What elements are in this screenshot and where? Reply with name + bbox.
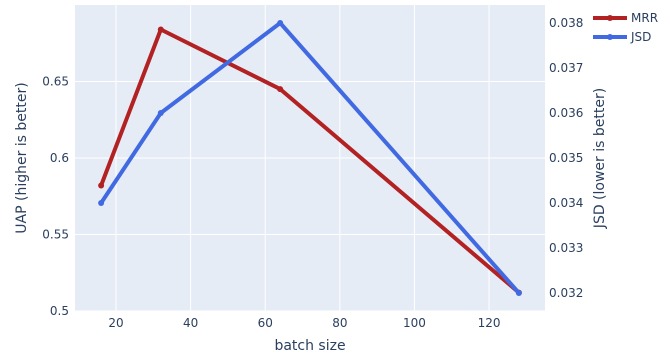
legend-label: JSD	[630, 30, 651, 44]
x-tick-label: 40	[183, 316, 198, 330]
data-point-mrr	[98, 182, 105, 189]
legend-marker	[607, 34, 613, 40]
series-line-jsd	[99, 21, 521, 295]
grid	[75, 5, 545, 312]
right-y-tick-label: 0.032	[549, 286, 583, 300]
x-tick-label: 20	[108, 316, 123, 330]
x-tick-label: 100	[403, 316, 426, 330]
left-y-axis-ticks: 0.5 0.55 0.6 0.65	[42, 75, 69, 319]
right-y-tick-label: 0.038	[549, 16, 583, 30]
left-y-tick-label: 0.5	[50, 304, 69, 318]
legend-item-jsd[interactable]: JSD	[593, 30, 651, 44]
right-y-axis-ticks: 0.032 0.033 0.034 0.035 0.036 0.037 0.038	[549, 16, 583, 300]
right-y-tick-label: 0.037	[549, 61, 583, 75]
x-tick-label: 80	[332, 316, 347, 330]
data-point-jsd	[515, 290, 522, 296]
x-axis-ticks: 20 40 60 80 100 120	[108, 316, 500, 330]
legend-item-mrr[interactable]: MRR	[593, 11, 658, 25]
left-y-tick-label: 0.6	[50, 151, 69, 165]
x-tick-label: 120	[478, 316, 501, 330]
left-y-tick-label: 0.65	[42, 75, 69, 89]
series-line-mrr	[99, 27, 521, 295]
right-y-tick-label: 0.036	[549, 106, 583, 120]
legend-label: MRR	[631, 11, 658, 25]
data-point-jsd	[277, 20, 284, 26]
series-jsd	[98, 20, 522, 296]
right-y-tick-label: 0.035	[549, 151, 583, 165]
right-y-axis-title: JSD (lower is better)	[592, 88, 608, 229]
right-y-tick-label: 0.033	[549, 241, 583, 255]
x-tick-label: 60	[258, 316, 273, 330]
legend-marker	[607, 15, 613, 21]
left-y-axis-title: UAP (higher is better)	[14, 82, 30, 233]
data-point-jsd	[98, 200, 105, 206]
data-point-jsd	[157, 110, 164, 116]
right-y-tick-label: 0.034	[549, 196, 583, 210]
data-point-mrr	[277, 86, 284, 93]
data-point-mrr	[157, 26, 164, 33]
left-y-tick-label: 0.55	[42, 228, 69, 242]
series-layer	[98, 20, 522, 296]
x-axis-title: batch size	[274, 338, 345, 354]
legend: MRR JSD	[593, 11, 658, 44]
